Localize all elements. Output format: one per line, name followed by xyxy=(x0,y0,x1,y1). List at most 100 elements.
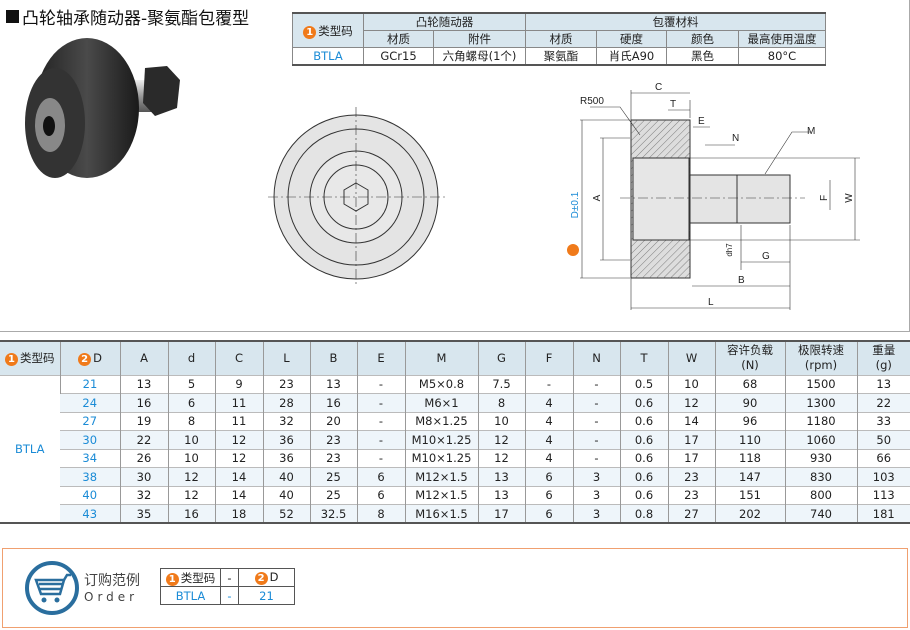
side-view-drawing: C T E N M W F G B L A R500 dh7 D±0.1 xyxy=(567,82,860,310)
table-cell: M10×1.25 xyxy=(404,448,478,468)
table-cell: 33 xyxy=(856,411,910,431)
dim-D-label: D±0.1 xyxy=(570,191,581,218)
dim-F-label: F xyxy=(819,195,830,201)
table-row: BTLA 21 13 5 9 23 13- M5×0.8 7.5- -0.5 10 68 1500 13 xyxy=(0,374,910,523)
table-cell: 12 xyxy=(214,430,263,449)
table-cell: 32 xyxy=(119,485,168,505)
table-cell: 10 xyxy=(477,411,525,431)
header-4: C xyxy=(214,341,263,375)
spec-max-temp-header: 最高使用温度 xyxy=(738,30,826,48)
table-cell: 66 xyxy=(856,448,910,468)
table-cell: 10 xyxy=(667,374,715,394)
table-cell: 3 xyxy=(572,504,620,523)
table-cell: 25 xyxy=(309,485,357,505)
spec-accessory: 六角螺母(1个) xyxy=(433,47,526,66)
table-cell: 830 xyxy=(784,467,857,486)
table-cell: M8×1.25 xyxy=(404,411,478,431)
table-cell: M12×1.5 xyxy=(404,485,478,505)
table-cell: 12 xyxy=(167,467,215,486)
table-cell: 23 xyxy=(262,374,310,394)
table-cell: - xyxy=(572,411,620,431)
table-cell: - xyxy=(572,448,620,468)
spec-material: GCr15 xyxy=(363,47,434,66)
table-row: 27 19 8 11 32 20- M8×1.25 10 4-0.6 14 96 1180 33 xyxy=(0,411,910,431)
table-cell: 10 xyxy=(167,430,215,449)
table-cell: 0.8 xyxy=(619,504,668,523)
table-cell: 19 xyxy=(119,411,168,431)
table-cell: M16×1.5 xyxy=(404,504,478,523)
table-cell: - xyxy=(524,374,573,394)
table-cell: 181 xyxy=(856,504,910,523)
table-cell: 4 xyxy=(524,448,573,468)
table-cell: 113 xyxy=(856,485,910,505)
table-cell: 30 xyxy=(119,467,168,486)
table-cell: 38 xyxy=(60,467,120,486)
table-cell: 23 xyxy=(309,448,357,468)
header-7: E xyxy=(356,341,405,375)
table-cell: 0.6 xyxy=(619,448,668,468)
title-text: 凸轮轴承随动器-聚氨酯包覆型 xyxy=(22,9,250,29)
table-cell: - xyxy=(356,411,405,431)
spec-coat-material-header: 材质 xyxy=(525,30,597,48)
header-0: 1 类型码 xyxy=(0,341,60,375)
header-14: 容许负载 (N) xyxy=(714,341,785,375)
table-cell: 3 xyxy=(572,467,620,486)
table-cell: 6 xyxy=(167,393,215,412)
table-cell: 17 xyxy=(477,504,525,523)
table-row: 43 35 16 18 52 32.5 8 M16×1.5 17 6 3 0.8 27 202 740 181 xyxy=(0,504,910,523)
spec-accessory-header: 附件 xyxy=(433,30,526,48)
table-cell: 0.6 xyxy=(619,393,668,412)
table-cell: M6×1 xyxy=(404,393,478,412)
table-cell: 23 xyxy=(309,430,357,449)
header-5: L xyxy=(262,341,310,375)
dim-E-label: E xyxy=(698,116,705,127)
table-cell: 4 xyxy=(524,430,573,449)
table-cell: 21 xyxy=(59,374,120,394)
table-cell: 118 xyxy=(714,448,785,468)
table-cell: 12 xyxy=(477,448,525,468)
table-cell: 4 xyxy=(524,411,573,431)
order-type-header: 1 类型码 xyxy=(160,568,221,587)
spec-table: 1 类型码 凸轮随动器 包覆材料 材质 附件 材质 硬度 颜色 最高使用温度 BT… xyxy=(292,12,826,66)
table-cell: 13 xyxy=(477,467,525,486)
table-cell: 16 xyxy=(309,393,357,412)
header-9: G xyxy=(477,341,525,375)
dim-N-label: N xyxy=(732,133,739,144)
table-cell: 6 xyxy=(356,467,405,486)
table-cell: 12 xyxy=(167,485,215,505)
table-cell: - xyxy=(572,430,620,449)
header-15: 极限转速 (rpm) xyxy=(784,341,857,375)
table-cell: 103 xyxy=(856,467,910,486)
header-16: 重量 (g) xyxy=(856,341,910,375)
order-dash: - xyxy=(220,568,239,587)
table-cell: 11 xyxy=(214,393,263,412)
spec-coat-material: 聚氨酯 xyxy=(525,47,597,66)
spec-type-code-header: 1 类型码 xyxy=(292,12,364,48)
table-cell: 202 xyxy=(714,504,785,523)
table-row: 38 30 12 14 40 25 6 M12×1.5 13 6 3 0.6 23 147 830 103 xyxy=(0,467,910,486)
table-cell: 13 xyxy=(309,374,357,394)
table-cell: - xyxy=(356,374,405,394)
table-cell: 24 xyxy=(60,393,120,412)
spec-max-temp: 80°C xyxy=(738,47,826,66)
table-cell: 13 xyxy=(119,374,168,394)
spec-coating-header: 包覆材料 xyxy=(525,12,826,31)
table-cell: - xyxy=(572,393,620,412)
table-cell: 36 xyxy=(262,430,310,449)
num-2-icon xyxy=(567,244,579,256)
table-cell: 96 xyxy=(714,411,785,431)
table-cell: 11 xyxy=(214,411,263,431)
table-cell: 800 xyxy=(784,485,857,505)
table-cell: 1180 xyxy=(784,411,857,431)
table-cell: 14 xyxy=(667,411,715,431)
table-cell: 23 xyxy=(667,485,715,505)
table-cell: 12 xyxy=(214,448,263,468)
table-cell: 1060 xyxy=(784,430,857,449)
spec-material-header: 材质 xyxy=(363,30,434,48)
table-cell: 32 xyxy=(262,411,310,431)
table-cell: 14 xyxy=(214,467,263,486)
header-8: M xyxy=(404,341,478,375)
table-cell: 0.5 xyxy=(619,374,668,394)
